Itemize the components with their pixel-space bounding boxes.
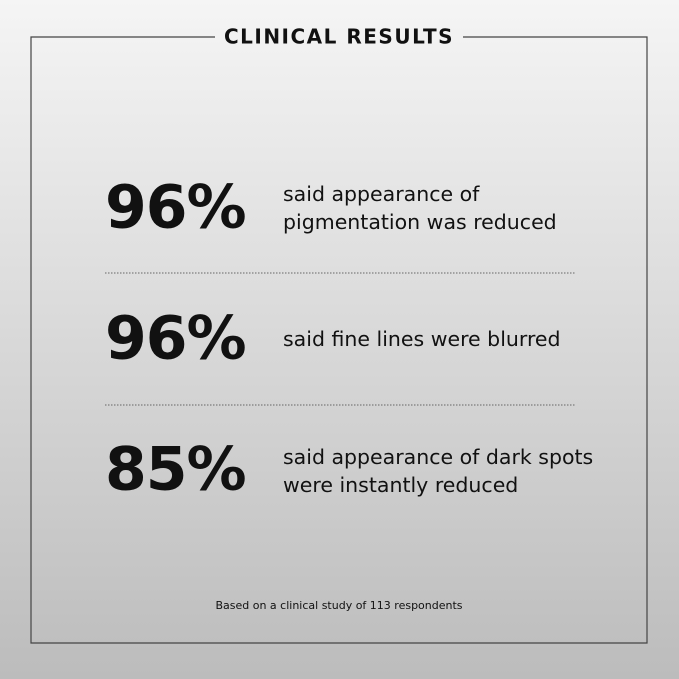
stat-value: 85% bbox=[105, 435, 246, 505]
stat-text: said appearance of dark spots bbox=[283, 445, 593, 469]
footnote: Based on a clinical study of 113 respond… bbox=[215, 599, 462, 612]
stat-text: said fine lines were blurred bbox=[283, 327, 561, 351]
stat-text: were instantly reduced bbox=[283, 473, 518, 497]
frame-border bbox=[30, 36, 648, 644]
stat-value: 96% bbox=[105, 304, 246, 374]
stat-text: said appearance of bbox=[283, 182, 480, 206]
stat-text: pigmentation was reduced bbox=[283, 210, 557, 234]
frame bbox=[30, 36, 648, 644]
title: CLINICAL RESULTS bbox=[224, 25, 454, 49]
stat-value: 96% bbox=[105, 173, 246, 243]
